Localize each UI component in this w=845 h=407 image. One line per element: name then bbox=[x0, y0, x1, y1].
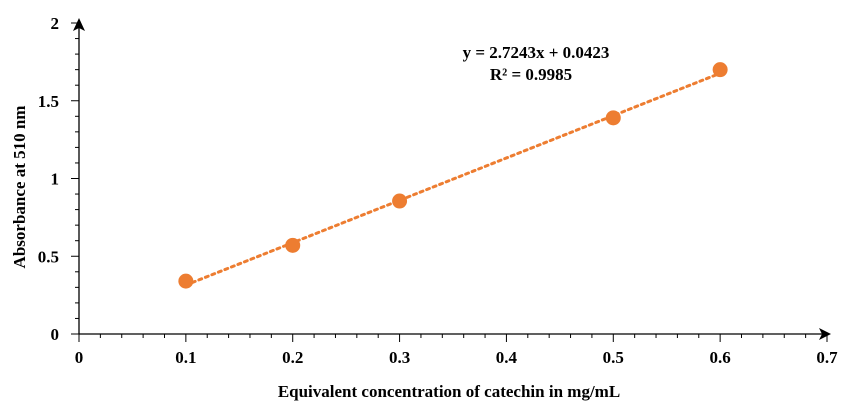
y-axis-arrow bbox=[73, 18, 85, 31]
x-tick-label: 0.4 bbox=[496, 348, 518, 367]
x-tick-label: 0.6 bbox=[710, 348, 731, 367]
tick-marks bbox=[71, 22, 828, 342]
y-tick-label: 0 bbox=[51, 325, 60, 344]
x-axis-arrow bbox=[819, 328, 831, 340]
x-tick-label: 0.2 bbox=[282, 348, 303, 367]
y-tick-label: 1.5 bbox=[38, 92, 59, 111]
tick-labels: 0 0.1 0.2 0.3 0.4 0.5 0.6 0.7 0 0.5 1 1.5 2 bbox=[38, 14, 838, 367]
x-tick-label: 0.7 bbox=[816, 348, 838, 367]
x-tick-label: 0.1 bbox=[175, 348, 196, 367]
y-tick-label: 2 bbox=[51, 14, 60, 33]
trendline bbox=[184, 71, 722, 287]
x-tick-label: 0.5 bbox=[603, 348, 624, 367]
y-tick-label: 1 bbox=[51, 170, 60, 189]
data-point bbox=[605, 110, 621, 126]
trendline-r-squared: R² = 0.9985 bbox=[490, 65, 572, 84]
y-tick-label: 0.5 bbox=[38, 247, 59, 266]
x-axis-title: Equivalent concentration of catechin in … bbox=[278, 382, 620, 401]
x-tick-label: 0 bbox=[75, 348, 84, 367]
data-point bbox=[178, 273, 194, 289]
x-tick-label: 0.3 bbox=[389, 348, 410, 367]
axes bbox=[73, 18, 831, 340]
data-point bbox=[392, 193, 408, 209]
data-point bbox=[285, 237, 301, 253]
data-point bbox=[712, 62, 728, 78]
data-points bbox=[178, 62, 728, 289]
y-axis-title: Absorbance at 510 nm bbox=[10, 106, 29, 269]
trendline-equation: y = 2.7243x + 0.0423 bbox=[463, 43, 610, 62]
